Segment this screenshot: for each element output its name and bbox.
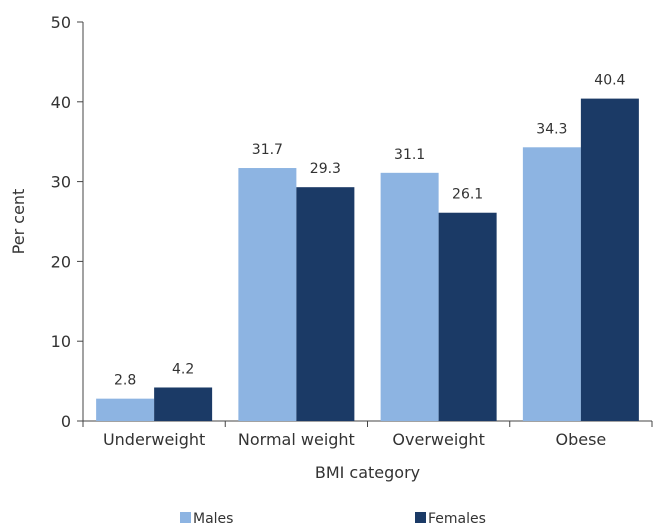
bar-females: [580, 98, 639, 421]
x-tick-label: Obese: [555, 430, 606, 449]
data-label: 40.4: [594, 73, 625, 89]
bar-females: [296, 187, 355, 421]
bar-males: [96, 398, 155, 421]
legend-swatch-females: [415, 512, 426, 523]
x-tick-label: Normal weight: [238, 430, 355, 449]
bar-females: [154, 387, 213, 421]
data-label: 29.3: [310, 161, 341, 177]
x-axis: Underweight Normal weight Overweight Obese: [82, 420, 653, 449]
data-label: 2.8: [114, 373, 136, 389]
bar-males: [522, 147, 581, 421]
data-label: 26.1: [452, 187, 483, 203]
x-axis-title: BMI category: [315, 463, 420, 482]
bars: [96, 98, 639, 421]
legend: Males Females: [180, 511, 486, 527]
y-tick-label: 50: [51, 13, 71, 32]
y-axis-title: Per cent: [9, 189, 28, 255]
y-tick-label: 40: [51, 93, 71, 112]
bar-males: [380, 172, 439, 421]
bar-males: [238, 168, 297, 421]
y-axis: 0 10 20 30 40 50: [51, 13, 84, 431]
legend-swatch-males: [180, 512, 191, 523]
data-label: 34.3: [536, 121, 567, 137]
y-tick-label: 20: [51, 252, 71, 271]
y-tick-label: 0: [61, 412, 71, 431]
x-tick-label: Overweight: [392, 430, 484, 449]
data-labels: 2.8 4.2 31.7 29.3 31.1 26.1 34.3 40.4: [114, 73, 626, 389]
y-tick-label: 10: [51, 332, 71, 351]
legend-label-males: Males: [193, 511, 233, 527]
data-label: 31.7: [252, 142, 283, 158]
bar-females: [438, 212, 497, 421]
y-tick-label: 30: [51, 173, 71, 192]
data-label: 4.2: [172, 361, 194, 377]
legend-label-females: Females: [428, 511, 486, 527]
data-label: 31.1: [394, 147, 425, 163]
x-tick-label: Underweight: [103, 430, 205, 449]
